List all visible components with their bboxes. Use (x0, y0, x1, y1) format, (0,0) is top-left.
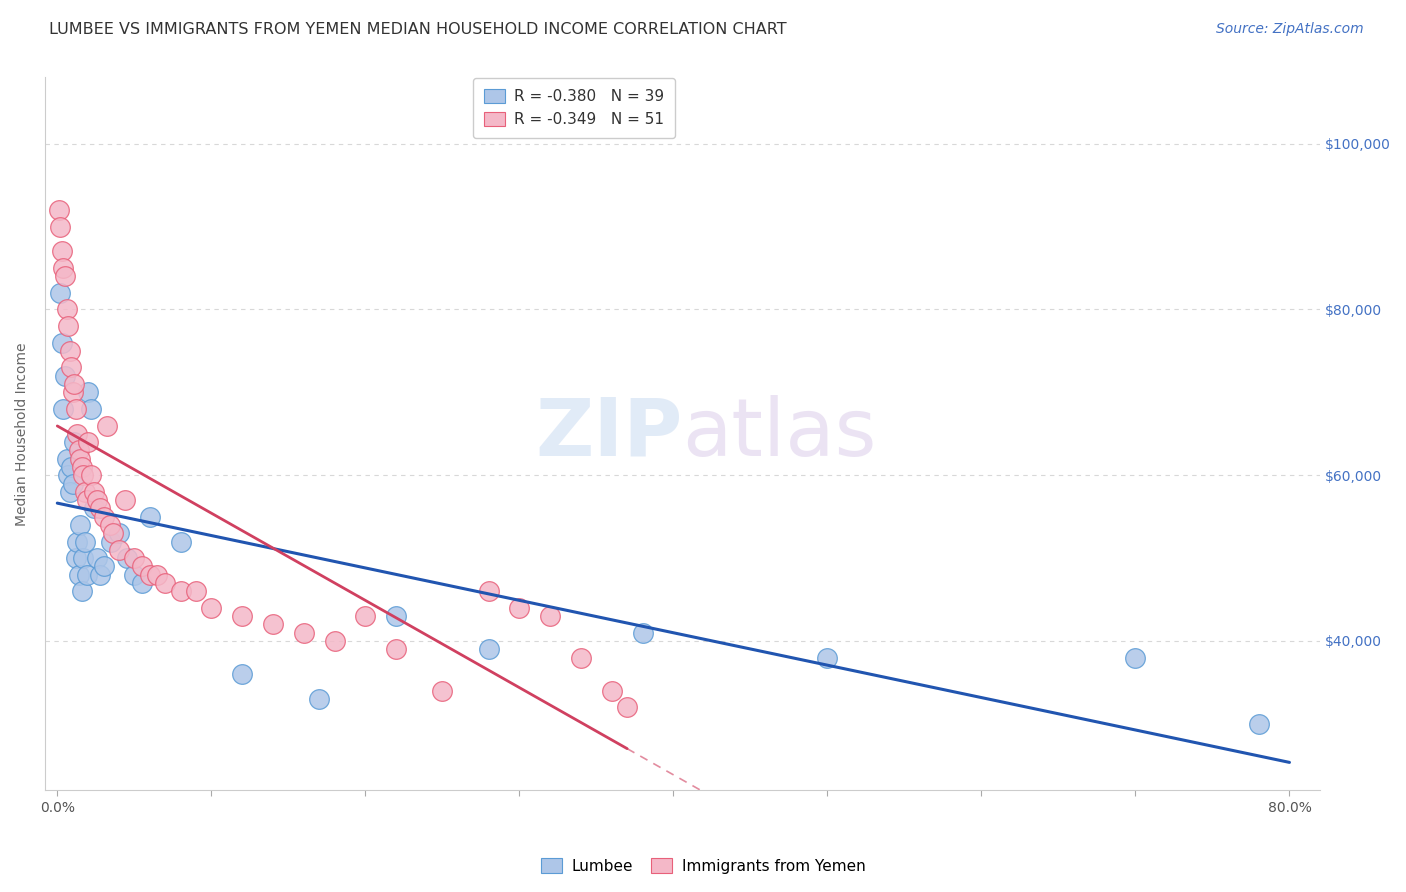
Point (59, 343, 82, 358)
Point (600, 683, 623, 698)
Point (131, 576, 153, 591)
Point (1125, 650, 1147, 665)
Point (616, 700, 638, 714)
Point (385, 609, 408, 624)
Point (49, 285, 72, 300)
Text: Source: ZipAtlas.com: Source: ZipAtlas.com (1216, 22, 1364, 37)
Point (308, 692, 330, 706)
Point (63, 377, 86, 392)
Point (292, 625, 315, 640)
Point (80, 401, 103, 416)
Point (56, 468, 79, 483)
Point (55, 451, 77, 466)
Point (55, 302, 77, 317)
Text: LUMBEE VS IMMIGRANTS FROM YEMEN MEDIAN HOUSEHOLD INCOME CORRELATION CHART: LUMBEE VS IMMIGRANTS FROM YEMEN MEDIAN H… (49, 22, 787, 37)
Point (59, 484, 82, 499)
Point (52, 401, 75, 416)
Point (1247, 716, 1270, 731)
Point (48, 202, 70, 217)
Point (52, 261, 75, 276)
Point (115, 551, 138, 566)
Point (262, 617, 284, 632)
Point (114, 493, 136, 508)
Point (66, 426, 89, 441)
Point (815, 650, 838, 665)
Point (69, 451, 91, 466)
Point (100, 534, 122, 549)
Point (108, 526, 131, 541)
Point (93, 559, 115, 574)
Point (77, 385, 100, 400)
Point (60, 459, 83, 474)
Point (63, 435, 86, 450)
Legend: R = -0.380   N = 39, R = -0.349   N = 51: R = -0.380 N = 39, R = -0.349 N = 51 (474, 78, 675, 138)
Point (169, 534, 191, 549)
Y-axis label: Median Household Income: Median Household Income (15, 342, 30, 525)
Point (93, 509, 115, 524)
Point (76, 567, 98, 582)
Point (76, 493, 98, 508)
Point (53, 368, 76, 383)
Point (169, 584, 191, 599)
Point (70, 584, 93, 599)
Point (89, 567, 111, 582)
Point (138, 509, 160, 524)
Point (508, 600, 530, 615)
Point (231, 667, 253, 681)
Legend: Lumbee, Immigrants from Yemen: Lumbee, Immigrants from Yemen (534, 852, 872, 880)
Point (73, 534, 96, 549)
Point (83, 484, 105, 499)
Point (49, 219, 72, 234)
Point (131, 559, 153, 574)
Point (138, 567, 160, 582)
Point (62, 476, 84, 491)
Point (67, 443, 90, 458)
Text: atlas: atlas (683, 395, 877, 473)
Point (51, 244, 73, 259)
Point (77, 435, 100, 450)
Point (86, 493, 108, 508)
Point (184, 584, 207, 599)
Point (354, 609, 377, 624)
Point (67, 567, 90, 582)
Point (62, 385, 84, 400)
Point (98, 518, 121, 533)
Point (538, 609, 561, 624)
Point (477, 642, 499, 657)
Point (69, 518, 91, 533)
Point (66, 534, 89, 549)
Point (385, 642, 408, 657)
Point (153, 576, 176, 591)
Point (72, 468, 94, 483)
Point (124, 551, 146, 566)
Point (65, 551, 87, 566)
Point (231, 609, 253, 624)
Point (60, 360, 83, 375)
Point (200, 600, 222, 615)
Point (631, 625, 654, 640)
Point (124, 567, 146, 582)
Point (56, 319, 79, 334)
Point (432, 683, 454, 698)
Point (323, 634, 346, 648)
Point (73, 484, 96, 499)
Point (80, 468, 103, 483)
Point (51, 335, 73, 350)
Point (89, 501, 111, 516)
Point (101, 526, 124, 541)
Point (83, 501, 105, 516)
Point (108, 542, 131, 557)
Point (70, 459, 93, 474)
Point (96, 418, 118, 433)
Point (569, 650, 592, 665)
Point (477, 584, 499, 599)
Point (53, 269, 76, 284)
Point (146, 567, 169, 582)
Point (72, 551, 94, 566)
Point (65, 401, 87, 416)
Text: ZIP: ZIP (536, 395, 683, 473)
Point (86, 551, 108, 566)
